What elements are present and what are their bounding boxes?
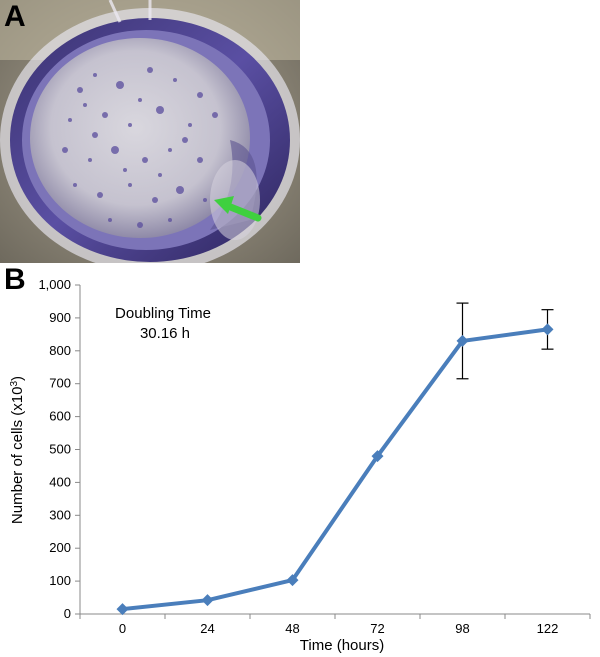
x-tick-label: 98 bbox=[455, 621, 469, 636]
x-tick-label: 72 bbox=[370, 621, 384, 636]
panel-label-b: B bbox=[4, 263, 26, 296]
y-tick-label: 0 bbox=[64, 606, 71, 621]
doubling-time-label: Doubling Time bbox=[115, 305, 211, 322]
x-tick-label: 0 bbox=[119, 621, 126, 636]
culture-well-photo bbox=[0, 0, 300, 263]
data-point-marker bbox=[116, 603, 129, 616]
y-axis-title: Number of cells (x103) bbox=[9, 376, 27, 524]
data-point-marker bbox=[541, 323, 554, 336]
x-tick-label: 122 bbox=[537, 621, 559, 636]
panel-label-a: A bbox=[4, 0, 26, 33]
y-tick-label: 400 bbox=[49, 474, 71, 489]
data-point-marker bbox=[456, 334, 469, 347]
x-tick-label: 48 bbox=[285, 621, 299, 636]
data-point-marker bbox=[371, 450, 384, 463]
series-line bbox=[122, 327, 548, 612]
y-tick-label: 500 bbox=[49, 442, 71, 457]
data-point-marker bbox=[201, 594, 214, 607]
x-tick-label: 24 bbox=[200, 621, 214, 636]
y-tick-label: 300 bbox=[49, 507, 71, 522]
y-tick-label: 600 bbox=[49, 409, 71, 424]
doubling-time-value: 30.16 h bbox=[140, 325, 190, 342]
y-tick-label: 900 bbox=[49, 310, 71, 325]
y-tick-label: 1,000 bbox=[38, 277, 71, 292]
data-point-marker bbox=[286, 574, 299, 587]
y-tick-label: 700 bbox=[49, 376, 71, 391]
y-tick-label: 100 bbox=[49, 573, 71, 588]
y-tick-label: 200 bbox=[49, 540, 71, 555]
growth-curve-chart: 0 100 200 300 400 500 600 700 800 900 1,000 0 24 48 7… bbox=[9, 277, 591, 654]
y-tick-label: 800 bbox=[49, 343, 71, 358]
green-arrow-icon bbox=[214, 196, 262, 222]
x-axis-title: Time (hours) bbox=[300, 637, 384, 654]
